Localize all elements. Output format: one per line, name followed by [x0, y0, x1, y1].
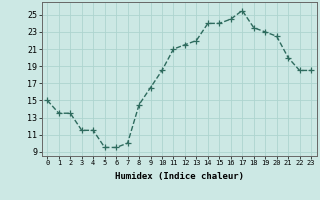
X-axis label: Humidex (Indice chaleur): Humidex (Indice chaleur) [115, 172, 244, 181]
